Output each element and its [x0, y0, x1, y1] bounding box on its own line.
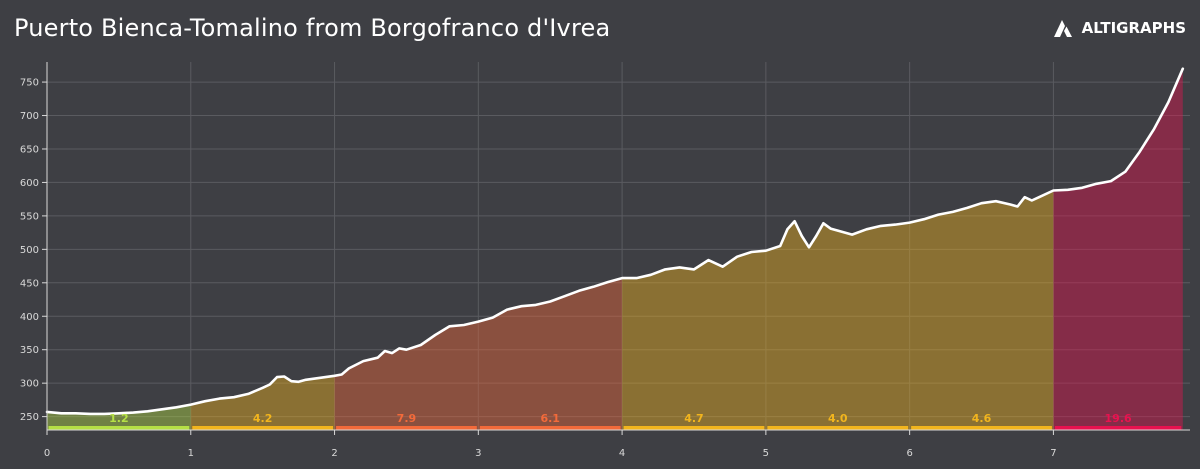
- gradient-area: [622, 250, 766, 430]
- y-tick-label: 600: [20, 178, 39, 189]
- gradient-bar: [336, 426, 477, 430]
- gradient-labels: 1.2 4.2 7.9 6.1 4.7 4.0 4.6 19.6: [109, 412, 1132, 425]
- elevation-line-layer: [45, 67, 1185, 416]
- gradient-bar: [192, 426, 334, 430]
- gradient-bar: [623, 426, 765, 430]
- brand-name: ALTIGRAPHS: [1081, 19, 1186, 37]
- gradient-area: [334, 321, 479, 430]
- x-tick-label: 7: [1050, 448, 1056, 459]
- y-tick-label: 650: [20, 144, 39, 155]
- gridlines: [46, 62, 1190, 430]
- elevation-line: [45, 67, 1185, 416]
- gradient-area: [190, 375, 335, 430]
- gradient-area: [1053, 68, 1183, 430]
- gradient-bars: [48, 426, 1182, 430]
- gradient-area: [478, 278, 623, 430]
- gradient-bar: [479, 426, 621, 430]
- y-tick-label: 500: [20, 245, 39, 256]
- y-tick-label: 350: [20, 345, 39, 356]
- gradient-label: 19.6: [1105, 412, 1132, 425]
- gradient-label: 4.6: [972, 412, 992, 425]
- gradient-label: 1.2: [109, 412, 129, 425]
- chart-title: Puerto Bienca-Tomalino from Borgofranco …: [14, 14, 611, 42]
- y-tick-label: 250: [20, 412, 39, 423]
- gradient-bar: [911, 426, 1052, 430]
- y-tick-label: 700: [20, 111, 39, 122]
- x-tick-label: 3: [475, 448, 481, 459]
- y-tick-label: 550: [20, 211, 39, 222]
- x-tick-label: 0: [44, 448, 50, 459]
- gradient-areas: [47, 68, 1183, 430]
- gradient-label: 4.2: [253, 412, 273, 425]
- x-tick-label: 1: [188, 448, 194, 459]
- gradient-label: 4.7: [684, 412, 704, 425]
- axis-labels: 250 300 350 400 450 500 550 600 650 700 750 0 1 2 3 4 5 6…: [20, 62, 1190, 459]
- x-tick-label: 6: [906, 448, 912, 459]
- gradient-area: [909, 190, 1054, 430]
- gradient-label: 7.9: [397, 412, 417, 425]
- x-tick-label: 5: [763, 448, 769, 459]
- gradient-bar: [1054, 426, 1182, 430]
- brand[interactable]: ALTIGRAPHS: [1052, 18, 1186, 38]
- gradient-bar: [767, 426, 909, 430]
- gradient-label: 4.0: [828, 412, 848, 425]
- y-tick-label: 450: [20, 278, 39, 289]
- gradient-label: 6.1: [540, 412, 560, 425]
- gradient-area: [765, 221, 910, 430]
- y-tick-label: 400: [20, 312, 39, 323]
- altigraphs-logo-icon: [1053, 20, 1072, 37]
- gradient-bar: [48, 426, 190, 430]
- x-tick-label: 4: [619, 448, 625, 459]
- y-tick-label: 750: [20, 78, 39, 89]
- x-tick-label: 2: [331, 448, 337, 459]
- y-tick-label: 300: [20, 379, 39, 390]
